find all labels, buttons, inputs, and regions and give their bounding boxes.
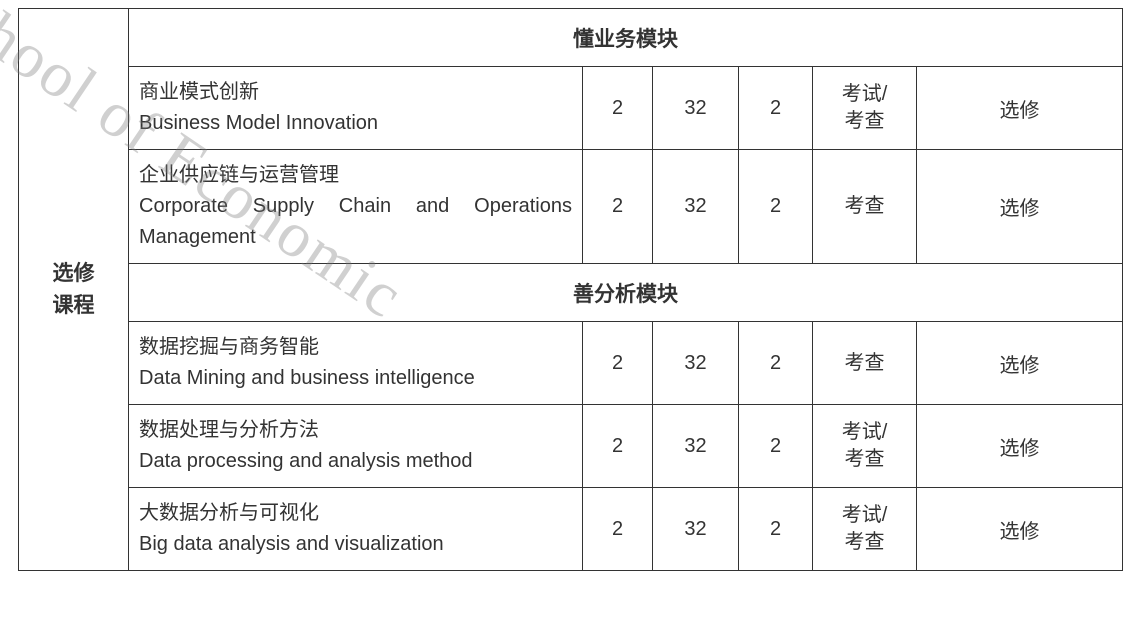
- course-name-en: Business Model Innovation: [139, 108, 572, 139]
- numeric-cell: 2: [583, 488, 653, 571]
- numeric-cell: 2: [739, 150, 813, 264]
- numeric-cell: 32: [653, 322, 739, 405]
- table-row: 大数据分析与可视化Big data analysis and visualiza…: [19, 488, 1123, 571]
- numeric-cell: 32: [653, 67, 739, 150]
- course-table: 选修课程懂业务模块商业模式创新Business Model Innovation…: [18, 8, 1123, 571]
- table-row: 商业模式创新Business Model Innovation2322考试/考查…: [19, 67, 1123, 150]
- course-name-cell: 企业供应链与运营管理Corporate Supply Chain and Ope…: [129, 150, 583, 264]
- course-name-cell: 数据挖掘与商务智能Data Mining and business intell…: [129, 322, 583, 405]
- type-cell: 选修: [917, 150, 1123, 264]
- type-cell: 选修: [917, 322, 1123, 405]
- numeric-cell: 2: [583, 67, 653, 150]
- assessment-cell: 考试/考查: [813, 67, 917, 150]
- course-name-cn: 商业模式创新: [139, 77, 572, 108]
- table-row: 数据处理与分析方法Data processing and analysis me…: [19, 405, 1123, 488]
- course-name-cell: 大数据分析与可视化Big data analysis and visualiza…: [129, 488, 583, 571]
- numeric-cell: 2: [583, 322, 653, 405]
- numeric-cell: 32: [653, 405, 739, 488]
- course-name-cell: 商业模式创新Business Model Innovation: [129, 67, 583, 150]
- numeric-cell: 2: [739, 322, 813, 405]
- module-header: 善分析模块: [129, 264, 1123, 322]
- table-row: 企业供应链与运营管理Corporate Supply Chain and Ope…: [19, 150, 1123, 264]
- course-name-cn: 企业供应链与运营管理: [139, 160, 572, 191]
- course-name-cn: 数据挖掘与商务智能: [139, 332, 572, 363]
- page: chool of Economic 选修课程懂业务模块商业模式创新Busines…: [0, 0, 1143, 630]
- course-name-en: Corporate Supply Chain and Operations Ma…: [139, 191, 572, 253]
- course-name-cn: 数据处理与分析方法: [139, 415, 572, 446]
- numeric-cell: 32: [653, 488, 739, 571]
- numeric-cell: 2: [739, 405, 813, 488]
- table-row: 数据挖掘与商务智能Data Mining and business intell…: [19, 322, 1123, 405]
- assessment-cell: 考试/考查: [813, 488, 917, 571]
- numeric-cell: 2: [583, 405, 653, 488]
- numeric-cell: 2: [739, 67, 813, 150]
- course-name-cell: 数据处理与分析方法Data processing and analysis me…: [129, 405, 583, 488]
- course-name-cn: 大数据分析与可视化: [139, 498, 572, 529]
- assessment-cell: 考试/考查: [813, 405, 917, 488]
- row-header-elective: 选修课程: [19, 9, 129, 571]
- type-cell: 选修: [917, 67, 1123, 150]
- assessment-cell: 考查: [813, 322, 917, 405]
- assessment-cell: 考查: [813, 150, 917, 264]
- type-cell: 选修: [917, 488, 1123, 571]
- type-cell: 选修: [917, 405, 1123, 488]
- numeric-cell: 32: [653, 150, 739, 264]
- module-header: 懂业务模块: [129, 9, 1123, 67]
- course-name-en: Data processing and analysis method: [139, 446, 572, 477]
- course-name-en: Data Mining and business intelligence: [139, 363, 572, 394]
- course-name-en: Big data analysis and visualization: [139, 529, 572, 560]
- numeric-cell: 2: [739, 488, 813, 571]
- numeric-cell: 2: [583, 150, 653, 264]
